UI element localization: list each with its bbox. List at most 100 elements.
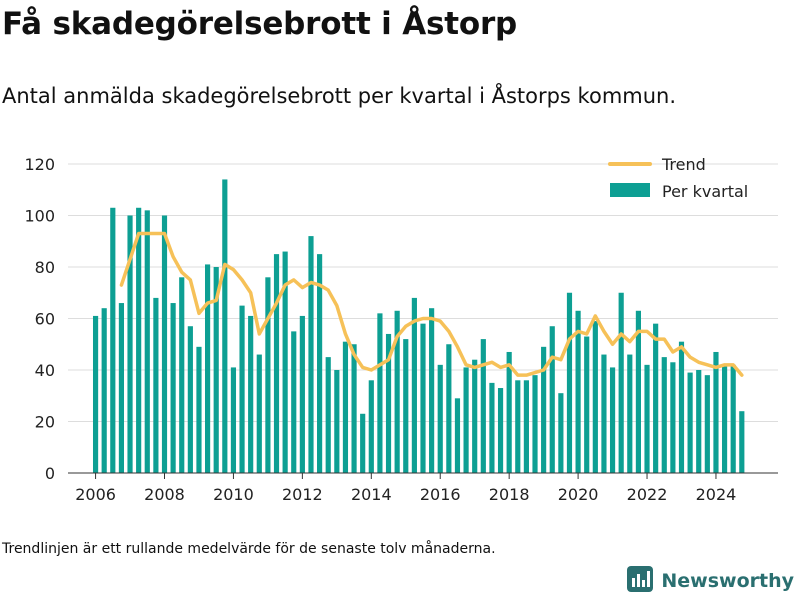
brand-name: Newsworthy (661, 570, 794, 592)
bar (394, 310, 400, 473)
x-tick-label: 2012 (282, 485, 323, 504)
bar (127, 215, 133, 473)
bar (523, 380, 529, 473)
bar (472, 359, 478, 473)
bar (411, 297, 417, 473)
bar (601, 354, 607, 473)
bar (653, 323, 659, 473)
bar (385, 333, 392, 473)
bar (541, 346, 547, 473)
bar (480, 339, 486, 473)
bar (721, 364, 728, 473)
x-tick-label: 2006 (75, 485, 116, 504)
bar-chart-logo-icon (627, 566, 654, 596)
bar (187, 326, 193, 473)
bar (230, 367, 237, 473)
bar (299, 315, 305, 473)
bar (618, 292, 624, 473)
bar (454, 398, 461, 473)
bar (101, 308, 107, 473)
bar (196, 346, 202, 473)
bar (317, 254, 323, 473)
bar (360, 413, 366, 473)
x-tick-label: 2010 (213, 485, 254, 504)
bar (110, 207, 116, 473)
bar (351, 344, 357, 473)
bars-series (92, 179, 745, 473)
bar (282, 251, 288, 473)
bar (153, 297, 159, 473)
bar (463, 367, 469, 473)
bar (713, 351, 719, 473)
bar (403, 339, 409, 473)
y-tick-label: 20 (35, 413, 55, 432)
bar (368, 380, 374, 473)
x-tick-label: 2016 (420, 485, 461, 504)
bar (506, 351, 512, 473)
bar (161, 215, 168, 473)
bar (136, 207, 142, 473)
bar (291, 331, 297, 473)
bar (222, 179, 228, 473)
legend-trend-label: Trend (661, 155, 706, 174)
bar (515, 380, 521, 473)
bar (575, 310, 581, 473)
bar (635, 310, 641, 473)
bar (644, 364, 650, 473)
bar (92, 315, 99, 473)
page-title: Få skadegörelsebrott i Åstorp (2, 6, 518, 42)
footnote: Trendlinjen är ett rullande medelvärde f… (2, 541, 496, 557)
legend: Trend Per kvartal (608, 155, 748, 201)
y-axis-ticks: 0 20 40 60 80 100 120 (24, 155, 55, 483)
x-tick-label: 2008 (144, 485, 185, 504)
bar (739, 411, 745, 473)
bar (661, 357, 667, 473)
bar (687, 372, 693, 473)
bar (558, 393, 564, 473)
bar (446, 344, 452, 473)
bar (678, 341, 685, 473)
bar (420, 323, 426, 473)
bar (256, 354, 262, 473)
bar (248, 315, 254, 473)
bar (489, 382, 495, 473)
legend-bar-label: Per kvartal (662, 182, 748, 201)
bar (704, 375, 710, 473)
brand: Newsworthy (627, 566, 794, 596)
bar (532, 375, 538, 473)
bar (118, 303, 125, 473)
bar (429, 308, 435, 473)
bar (627, 354, 633, 473)
x-tick-label: 2024 (696, 485, 737, 504)
y-tick-label: 120 (24, 155, 55, 174)
y-tick-label: 100 (24, 207, 55, 226)
bar (325, 357, 331, 473)
bar (265, 277, 271, 473)
bar (342, 341, 349, 473)
bar (609, 367, 616, 473)
bar (213, 267, 219, 473)
page-subtitle: Antal anmälda skadegörelsebrott per kvar… (2, 84, 677, 108)
chart: 0 20 40 60 80 100 120 2006 2008 2010 2012 2014 2016… (24, 155, 778, 504)
bar (377, 313, 383, 473)
bar (592, 321, 598, 473)
bar (584, 336, 590, 473)
bar (437, 364, 443, 473)
y-tick-label: 80 (35, 258, 55, 277)
y-tick-label: 40 (35, 361, 55, 380)
x-tick-label: 2022 (627, 485, 668, 504)
trend-line (119, 231, 744, 377)
y-tick-label: 60 (35, 310, 55, 329)
bar (730, 364, 736, 473)
bar (334, 370, 340, 473)
x-tick-label: 2020 (558, 485, 599, 504)
bar (549, 326, 555, 473)
bar (179, 277, 185, 473)
x-tick-label: 2014 (351, 485, 392, 504)
bar (696, 370, 702, 473)
bar (670, 362, 676, 473)
x-axis-ticks: 2006 2008 2010 2012 2014 2016 2018 2020 2022 2024 (75, 473, 736, 504)
y-tick-label: 0 (45, 464, 55, 483)
bar (205, 264, 211, 473)
x-tick-label: 2018 (489, 485, 530, 504)
